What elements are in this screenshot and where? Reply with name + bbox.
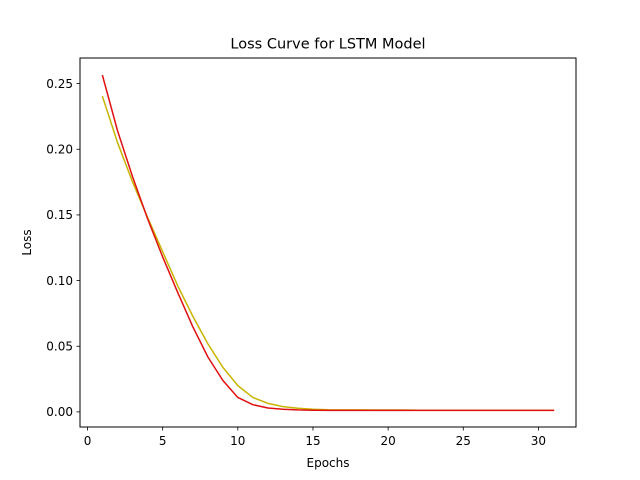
x-tick-label: 20 bbox=[380, 434, 395, 448]
chart-title: Loss Curve for LSTM Model bbox=[230, 37, 425, 53]
x-tick-label: 5 bbox=[159, 434, 167, 448]
y-axis-label: Loss bbox=[20, 229, 34, 255]
x-axis-label: Epochs bbox=[307, 456, 350, 470]
y-axis-ticks: 0.00 0.05 0.10 0.15 0.20 0.25 bbox=[46, 77, 80, 419]
y-tick-label: 0.00 bbox=[46, 405, 73, 419]
y-tick-label: 0.10 bbox=[46, 274, 73, 288]
x-tick-label: 0 bbox=[84, 434, 92, 448]
x-axis-ticks: 0 5 10 15 20 25 30 bbox=[84, 427, 546, 448]
x-tick-label: 15 bbox=[305, 434, 320, 448]
x-tick-label: 10 bbox=[230, 434, 245, 448]
x-tick-label: 25 bbox=[456, 434, 471, 448]
axes-frame bbox=[79, 57, 577, 428]
plot-area: 0 5 10 15 20 25 30 0.00 0.05 0.10 0.15 0.20 0.25 bbox=[46, 57, 577, 448]
y-tick-label: 0.20 bbox=[46, 143, 73, 157]
y-tick-label: 0.25 bbox=[46, 77, 73, 91]
series-layer bbox=[101, 74, 555, 412]
x-tick-label: 30 bbox=[531, 434, 546, 448]
y-tick-label: 0.05 bbox=[46, 340, 73, 354]
series-line-2 bbox=[101, 74, 555, 412]
y-tick-label: 0.15 bbox=[46, 208, 73, 222]
